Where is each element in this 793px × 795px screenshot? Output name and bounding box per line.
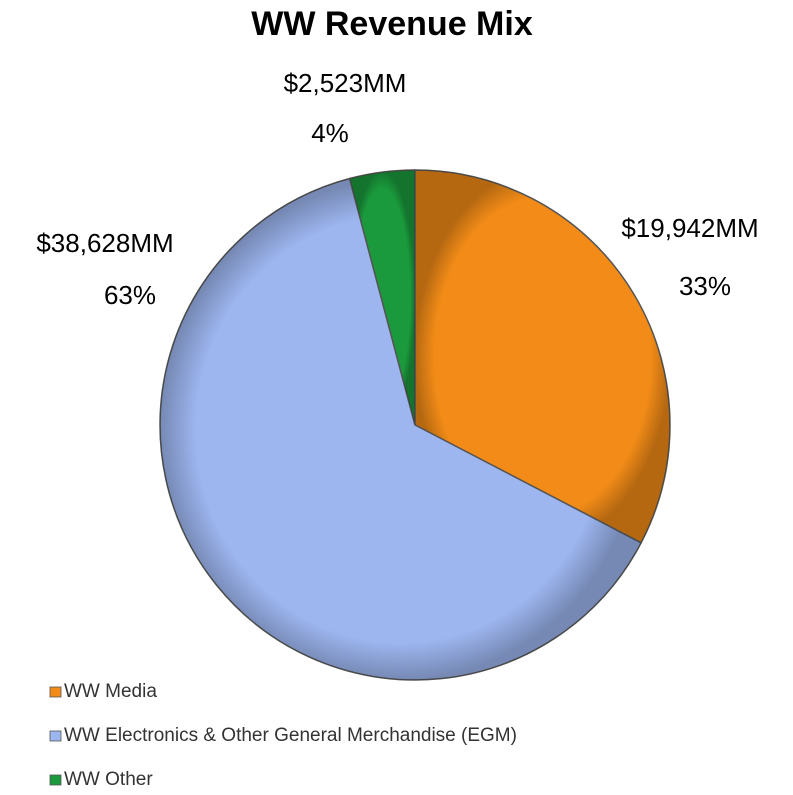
slice-shade — [415, 170, 670, 543]
legend-label: WW Electronics & Other General Merchandi… — [64, 725, 517, 746]
slice-shade — [160, 178, 642, 681]
legend-label: WW Media — [64, 681, 157, 702]
value-label: $2,523MM — [284, 68, 407, 98]
value-label: $38,628MM — [36, 228, 173, 258]
percent-label: 63% — [104, 280, 156, 310]
percent-label: 4% — [311, 118, 349, 148]
legend-swatch — [49, 686, 62, 698]
slice-shade — [349, 170, 415, 425]
legend-swatch — [49, 730, 62, 742]
value-label: $19,942MM — [621, 213, 758, 243]
legend-label: WW Other — [64, 769, 153, 790]
chart-title: WW Revenue Mix — [251, 5, 533, 43]
legend-swatch — [49, 774, 62, 786]
percent-label: 33% — [679, 271, 731, 301]
